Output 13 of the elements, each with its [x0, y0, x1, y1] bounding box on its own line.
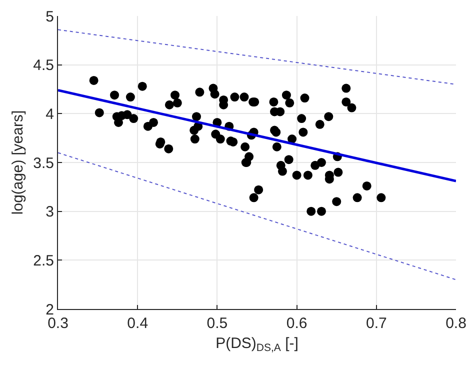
x-tick-label: 0.5 [206, 315, 228, 332]
y-tick-label: 5 [46, 8, 54, 26]
x-tick-label: 0.7 [366, 315, 387, 332]
x-tick-label: 0.8 [446, 315, 466, 332]
y-tick-label: 3.5 [33, 154, 54, 172]
y-axis-title: log(age) [years] [9, 110, 26, 215]
y-tick-label: 4.5 [33, 57, 54, 74]
x-tick-label: 0.6 [286, 315, 308, 332]
x-tick-label: 0.4 [127, 315, 148, 332]
x-axis-title: P(DS)$_{DS,A}$ [-] [216, 335, 298, 354]
y-tick-label: 3 [46, 204, 54, 221]
y-tick-label: 2.5 [33, 252, 54, 270]
y-tick-label: 4 [46, 106, 54, 123]
